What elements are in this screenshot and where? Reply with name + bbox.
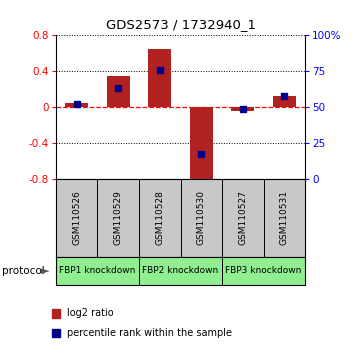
Text: GSM110530: GSM110530 [197, 190, 206, 245]
Text: FBP3 knockdown: FBP3 knockdown [225, 266, 302, 275]
Text: GSM110526: GSM110526 [72, 190, 81, 245]
Text: percentile rank within the sample: percentile rank within the sample [67, 328, 232, 338]
Bar [65, 103, 88, 107]
Text: GSM110531: GSM110531 [280, 190, 289, 245]
Text: GDS2573 / 1732940_1: GDS2573 / 1732940_1 [105, 18, 256, 31]
Text: GSM110527: GSM110527 [238, 190, 247, 245]
Bar [231, 107, 254, 111]
Text: FBP2 knockdown: FBP2 knockdown [142, 266, 219, 275]
Text: protocol: protocol [2, 266, 44, 276]
Bar [273, 96, 296, 107]
Text: GSM110528: GSM110528 [155, 190, 164, 245]
Text: GSM110529: GSM110529 [114, 190, 123, 245]
Text: log2 ratio: log2 ratio [67, 308, 113, 318]
Text: ►: ► [41, 266, 49, 276]
Bar [107, 76, 130, 107]
Bar [148, 49, 171, 107]
Bar [190, 107, 213, 186]
Text: FBP1 knockdown: FBP1 knockdown [59, 266, 136, 275]
